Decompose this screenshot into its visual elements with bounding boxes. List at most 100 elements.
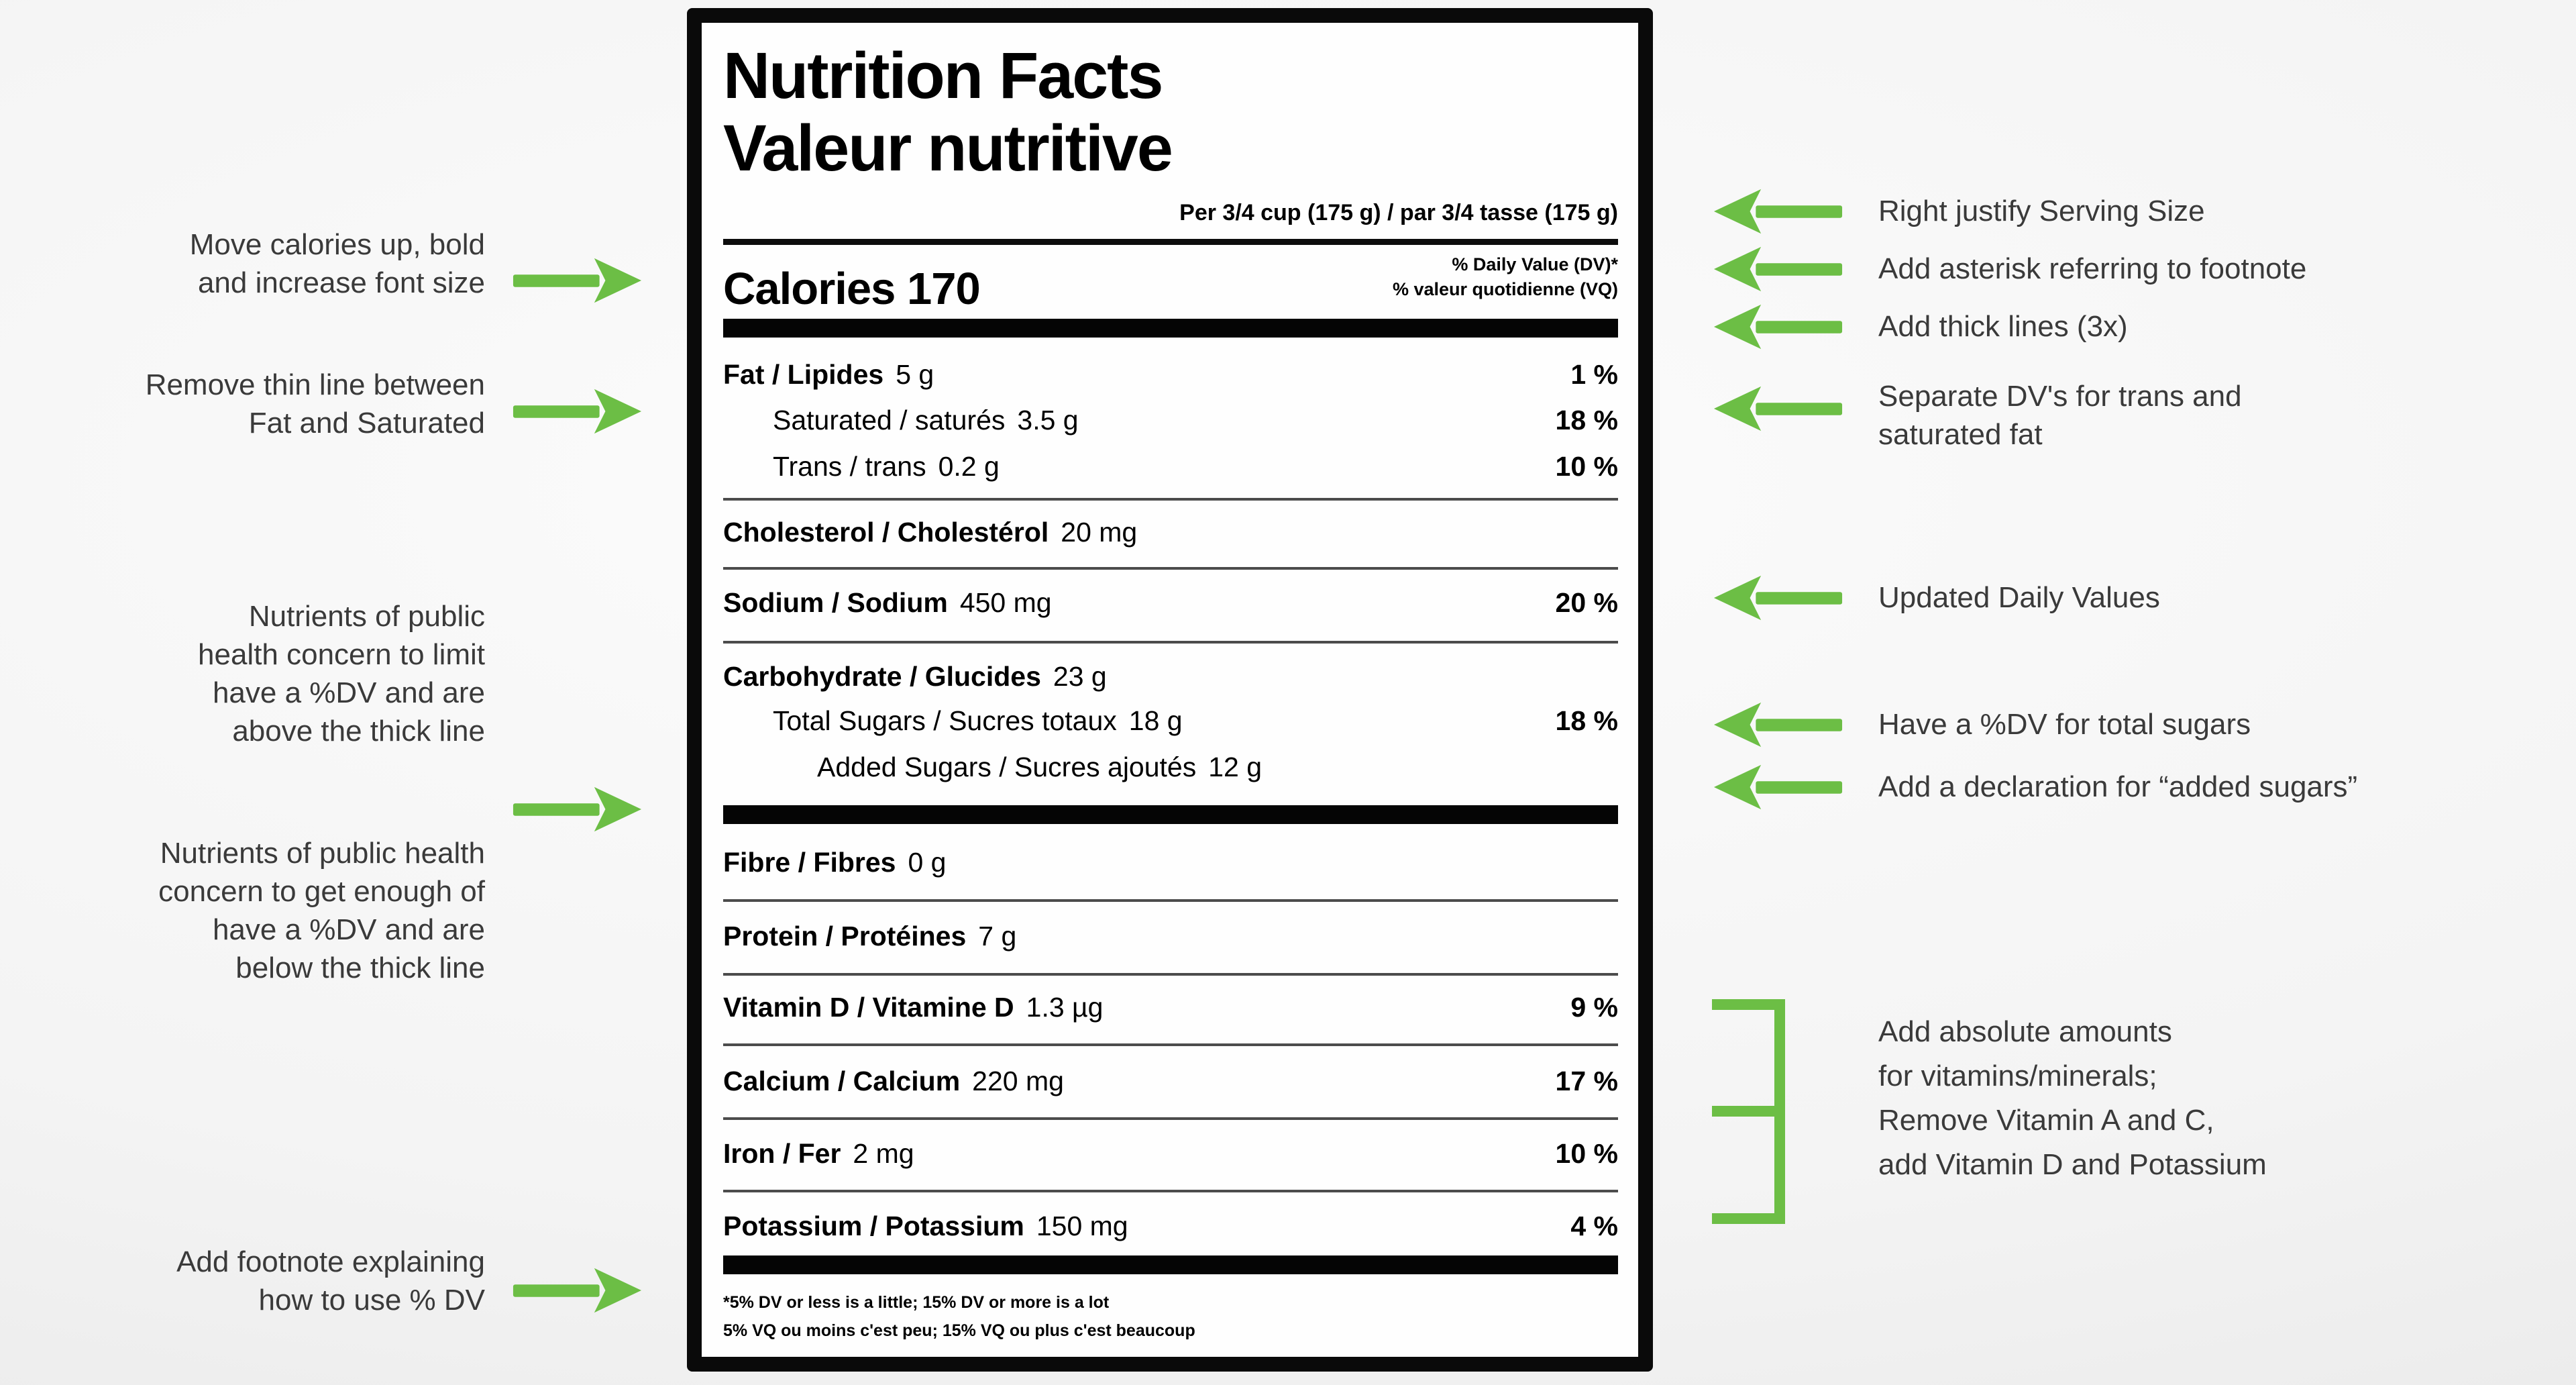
nutrient-amount: 7 g [978,921,1017,952]
nutrient-amount: 220 mg [972,1066,1064,1096]
nutrient-row-carbohydrate: Carbohydrate / Glucides 23 g [723,661,1618,692]
label-title-en: Nutrition Facts [723,39,1163,112]
nutrient-name: Iron / Fer [723,1138,841,1169]
nutrient-row-protein: Protein / Protéines 7 g [723,921,1618,952]
nutrient-row-iron: Iron / Fer 2 mg 10 % [723,1138,1618,1170]
thick-line-3 [723,1255,1618,1274]
nutrient-row-sodium: Sodium / Sodium 450 mg 20 % [723,587,1618,619]
nutrient-name: Cholesterol / Cholestérol [723,517,1049,548]
annotation-updated-daily-values: Updated Daily Values [1878,581,2160,614]
annotation-add-thick-lines: Add thick lines (3x) [1878,310,2128,343]
serving-separator-line [723,239,1618,245]
nutrient-amount: 20 mg [1061,517,1138,548]
annotation-nutrients-to-get-enough: Nutrients of public health concern to ge… [158,837,485,984]
nutrient-name: Calcium / Calcium [723,1066,961,1096]
nutrient-dv: 10 % [1555,451,1618,482]
green-arrow-right-icon [508,254,646,307]
footnote-fr: 5% VQ ou moins c'est peu; 15% VQ ou plus… [723,1321,1195,1340]
thin-line [723,1117,1618,1120]
nutrient-dv: 9 % [1570,992,1618,1023]
thin-line [723,498,1618,501]
green-arrow-right-icon [508,783,646,835]
green-arrow-left-icon [1709,382,1847,435]
nutrient-amount: 3.5 g [1017,405,1079,435]
footnote-en: *5% DV or less is a little; 15% DV or mo… [723,1293,1110,1312]
nutrient-name: Added Sugars / Sucres ajoutés [817,752,1197,782]
daily-value-header-fr: % valeur quotidienne (VQ) [1392,279,1618,299]
nutrient-name: Total Sugars / Sucres totaux [773,705,1117,736]
thin-line [723,1043,1618,1046]
nutrient-dv: 18 % [1555,405,1618,435]
annotation-dv-total-sugars: Have a %DV for total sugars [1878,708,2251,741]
nutrient-row-total-sugars: Total Sugars / Sucres totaux 18 g 18 % [723,705,1618,737]
annotation-add-asterisk: Add asterisk referring to footnote [1878,252,2307,285]
green-arrow-right-icon [508,385,646,438]
nutrient-amount: 18 g [1128,705,1183,736]
nutrient-row-added-sugars: Added Sugars / Sucres ajoutés 12 g [723,752,1618,783]
bracket-icon [1774,999,1785,1224]
green-arrow-left-icon [1709,699,1847,751]
thin-line [723,973,1618,976]
nutrition-facts-label: Nutrition Facts Valeur nutritive Per 3/4… [687,8,1653,1372]
thin-line [723,641,1618,644]
nutrient-row-fat: Fat / Lipides 5 g 1 % [723,359,1618,391]
nutrient-amount: 1.3 µg [1026,992,1104,1023]
serving-size: Per 3/4 cup (175 g) / par 3/4 tasse (175… [1179,200,1618,225]
nutrient-name: Protein / Protéines [723,921,967,952]
nutrient-amount: 0 g [908,847,947,878]
nutrient-amount: 23 g [1053,661,1107,692]
nutrient-amount: 12 g [1208,752,1263,782]
thin-line [723,1190,1618,1192]
thick-line-1 [723,319,1618,338]
label-title-fr: Valeur nutritive [723,111,1173,185]
thin-line [723,899,1618,902]
nutrient-dv: 1 % [1570,359,1618,390]
daily-value-header: % Daily Value (DV)* % valeur quotidienne… [723,252,1618,302]
annotation-add-footnote: Add footnote explaining how to use % DV [176,1245,485,1317]
nutrient-amount: 150 mg [1036,1211,1128,1241]
calories-line: Calories 170 [723,264,981,314]
nutrient-amount: 0.2 g [938,451,1000,482]
nutrient-name: Sodium / Sodium [723,587,948,618]
bracket-bottom-prong [1712,1213,1779,1224]
nutrient-dv: 4 % [1570,1211,1618,1241]
green-arrow-right-icon [508,1264,646,1317]
green-arrow-left-icon [1709,301,1847,353]
nutrient-amount: 5 g [896,359,934,390]
nutrient-name: Potassium / Potassium [723,1211,1024,1241]
annotation-added-sugars-declaration: Add a declaration for “added sugars” [1878,770,2358,803]
nutrient-dv: 20 % [1555,587,1618,618]
annotation-remove-thin-line: Remove thin line between Fat and Saturat… [145,368,485,440]
nutrient-amount: 2 mg [853,1138,914,1169]
bracket-top-prong [1712,999,1779,1010]
nutrient-name: Saturated / saturés [773,405,1006,435]
nutrient-row-cholesterol: Cholesterol / Cholestérol 20 mg [723,517,1618,548]
nutrient-row-saturated: Saturated / saturés 3.5 g 18 % [723,405,1618,436]
nutrient-dv: 17 % [1555,1066,1618,1096]
annotation-separate-dvs: Separate DV's for trans and saturated fa… [1878,380,2242,451]
daily-value-header-en: % Daily Value (DV)* [1452,254,1618,274]
nutrient-row-fibre: Fibre / Fibres 0 g [723,847,1618,878]
annotation-right-justify-serving: Right justify Serving Size [1878,195,2205,227]
nutrient-name: Carbohydrate / Glucides [723,661,1041,692]
nutrient-row-vitamin-d: Vitamin D / Vitamine D 1.3 µg 9 % [723,992,1618,1023]
nutrient-name: Fat / Lipides [723,359,884,390]
nutrient-row-trans: Trans / trans 0.2 g 10 % [723,451,1618,482]
nutrient-dv: 10 % [1555,1138,1618,1169]
green-arrow-left-icon [1709,185,1847,238]
green-arrow-left-icon [1709,761,1847,813]
nutrient-name: Fibre / Fibres [723,847,896,878]
green-arrow-left-icon [1709,572,1847,624]
annotation-nutrients-to-limit: Nutrients of public health concern to li… [198,600,485,748]
annotation-vitamins-minerals: Add absolute amounts for vitamins/minera… [1878,1015,2267,1181]
annotation-move-calories: Move calories up, bold and increase font… [189,228,485,299]
nutrient-name: Trans / trans [773,451,926,482]
thin-line [723,567,1618,570]
nutrient-row-potassium: Potassium / Potassium 150 mg 4 % [723,1211,1618,1242]
nutrient-amount: 450 mg [959,587,1052,618]
nutrient-name: Vitamin D / Vitamine D [723,992,1014,1023]
bracket-middle-prong [1712,1106,1779,1117]
green-arrow-left-icon [1709,243,1847,295]
nutrient-dv: 18 % [1555,705,1618,736]
